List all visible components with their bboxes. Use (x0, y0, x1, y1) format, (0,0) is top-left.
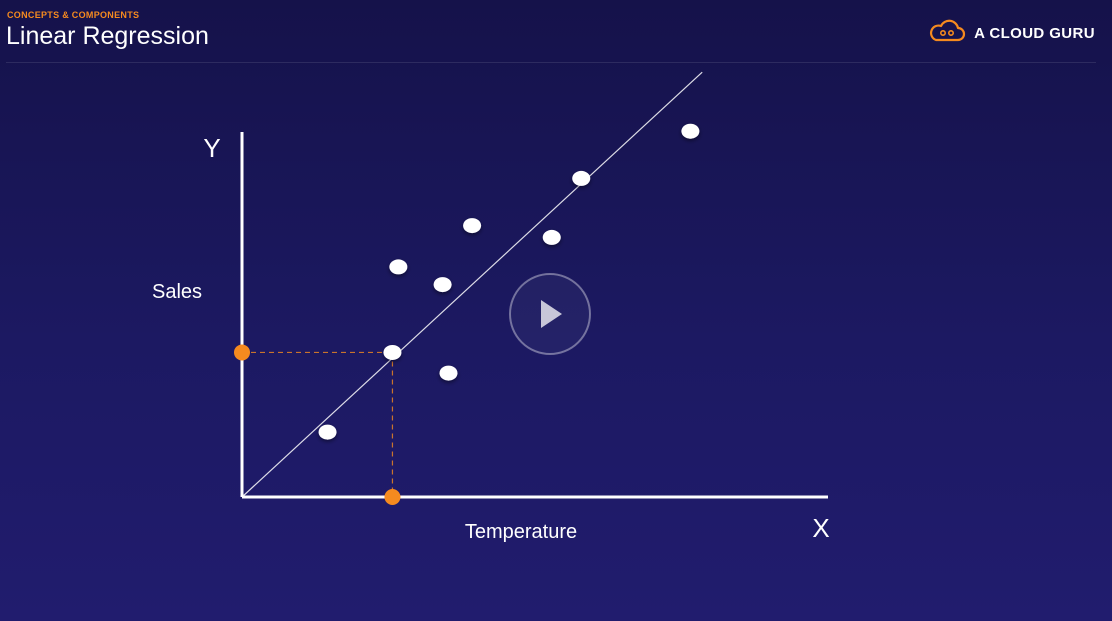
data-point (433, 277, 452, 293)
section-kicker: CONCEPTS & COMPONENTS (7, 10, 140, 20)
data-point (681, 123, 700, 139)
brand-logo: A CLOUD GURU (928, 18, 1095, 49)
data-point (389, 259, 408, 275)
data-point (542, 229, 561, 245)
y-axis-label: Sales (152, 281, 202, 303)
cloud-logo-icon (928, 18, 966, 49)
data-point (572, 170, 591, 186)
brand-name: A CLOUD GURU (974, 25, 1095, 42)
x-axis-label: Temperature (465, 521, 577, 543)
data-point (318, 424, 337, 440)
data-point (383, 344, 402, 360)
slide-title: Linear Regression (6, 22, 209, 50)
play-button[interactable] (509, 273, 591, 355)
data-point (463, 218, 482, 234)
slide-header: CONCEPTS & COMPONENTS Linear Regression … (0, 0, 1112, 62)
data-point (439, 365, 458, 381)
header-divider (6, 62, 1096, 63)
regression-line (241, 71, 703, 498)
y-axis-marker (234, 344, 250, 361)
y-axis-letter: Y (203, 133, 220, 163)
x-axis-letter: X (812, 513, 829, 543)
play-icon (541, 300, 562, 328)
x-axis-marker (384, 489, 401, 505)
